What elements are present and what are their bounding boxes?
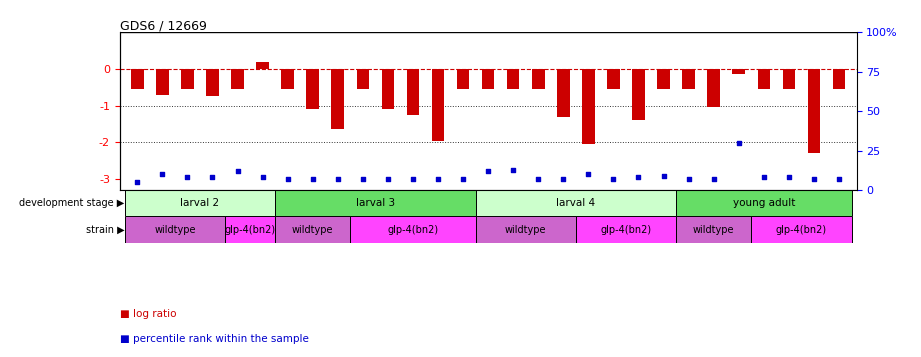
Point — [556, 176, 571, 182]
Point — [306, 176, 321, 182]
Text: larval 4: larval 4 — [556, 198, 595, 208]
Bar — [332, 69, 344, 130]
Bar — [256, 62, 269, 69]
Bar — [307, 69, 319, 109]
Text: ■ percentile rank within the sample: ■ percentile rank within the sample — [120, 334, 309, 344]
Bar — [783, 69, 795, 89]
Bar — [124, 216, 225, 243]
Bar — [582, 69, 595, 144]
Bar — [658, 69, 670, 89]
Point — [155, 171, 169, 177]
Point — [431, 176, 446, 182]
Point — [731, 140, 746, 146]
Point — [230, 168, 245, 174]
Point — [205, 175, 220, 180]
Point — [481, 168, 495, 174]
Point — [807, 176, 822, 182]
Point — [631, 175, 646, 180]
Bar — [231, 69, 244, 89]
Bar — [475, 190, 676, 216]
Bar — [507, 69, 519, 89]
Bar — [682, 69, 694, 89]
Point — [380, 176, 395, 182]
Point — [456, 176, 471, 182]
Text: ■ log ratio: ■ log ratio — [120, 309, 176, 319]
Text: larval 3: larval 3 — [356, 198, 395, 208]
Bar — [225, 216, 275, 243]
Bar — [206, 69, 218, 96]
Point — [255, 175, 270, 180]
Bar — [457, 69, 470, 89]
Bar — [275, 216, 350, 243]
Bar — [282, 69, 294, 89]
Point — [706, 176, 721, 182]
Point — [130, 179, 145, 185]
Bar — [124, 190, 275, 216]
Bar — [432, 69, 444, 141]
Bar — [181, 69, 193, 89]
Bar — [407, 69, 419, 115]
Text: wildtype: wildtype — [292, 225, 333, 235]
Bar — [676, 216, 752, 243]
Point — [331, 176, 345, 182]
Bar — [482, 69, 495, 89]
Point — [606, 176, 621, 182]
Text: glp-4(bn2): glp-4(bn2) — [775, 225, 827, 235]
Text: development stage ▶: development stage ▶ — [19, 198, 124, 208]
Bar — [475, 216, 576, 243]
Bar — [758, 69, 770, 89]
Point — [530, 176, 545, 182]
Bar — [350, 216, 475, 243]
Bar — [275, 190, 475, 216]
Point — [656, 173, 670, 179]
Text: glp-4(bn2): glp-4(bn2) — [388, 225, 438, 235]
Bar — [707, 69, 720, 107]
Bar — [576, 216, 676, 243]
Bar — [557, 69, 569, 117]
Text: young adult: young adult — [732, 198, 795, 208]
Bar — [752, 216, 852, 243]
Point — [832, 176, 846, 182]
Point — [506, 167, 520, 172]
Text: GDS6 / 12669: GDS6 / 12669 — [120, 19, 206, 32]
Text: glp-4(bn2): glp-4(bn2) — [600, 225, 651, 235]
Bar — [833, 69, 845, 89]
Text: wildtype: wildtype — [505, 225, 546, 235]
Bar — [676, 190, 852, 216]
Bar — [532, 69, 544, 89]
Text: larval 2: larval 2 — [181, 198, 219, 208]
Bar — [381, 69, 394, 109]
Bar — [156, 69, 169, 95]
Point — [682, 176, 696, 182]
Text: glp-4(bn2): glp-4(bn2) — [225, 225, 275, 235]
Bar — [808, 69, 821, 154]
Text: strain ▶: strain ▶ — [87, 225, 124, 235]
Bar — [632, 69, 645, 120]
Point — [581, 171, 596, 177]
Text: wildtype: wildtype — [693, 225, 734, 235]
Point — [280, 176, 295, 182]
Bar — [131, 69, 144, 89]
Point — [405, 176, 420, 182]
Bar — [356, 69, 369, 89]
Point — [356, 176, 370, 182]
Point — [756, 175, 771, 180]
Bar — [732, 69, 745, 74]
Bar — [607, 69, 620, 89]
Point — [782, 175, 797, 180]
Point — [180, 175, 194, 180]
Text: wildtype: wildtype — [154, 225, 195, 235]
